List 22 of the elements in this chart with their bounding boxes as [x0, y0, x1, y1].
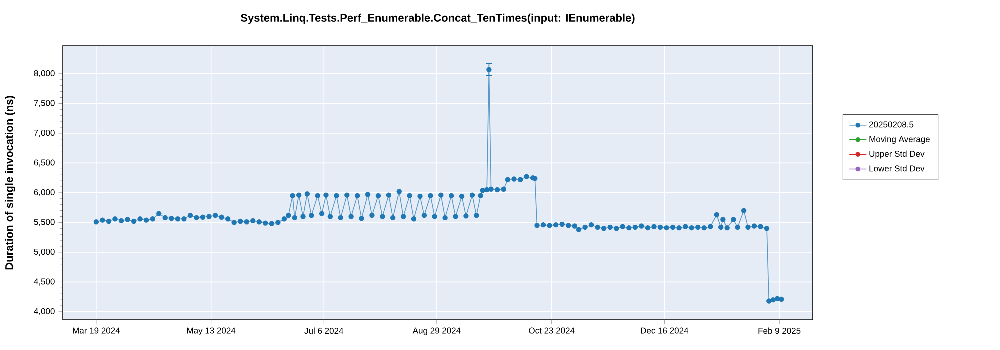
- y-axis-title: Duration of single invocation (ns): [5, 96, 16, 270]
- x-tick-label: Dec 16 2024: [641, 328, 689, 334]
- y-tick-label: 4,000: [34, 308, 55, 316]
- x-tick-label: Oct 23 2024: [529, 328, 575, 334]
- x-tick-label: Feb 9 2025: [758, 328, 801, 334]
- legend-label: Lower Std Dev: [870, 165, 925, 172]
- legend-label: 20250208.5: [869, 122, 914, 128]
- legend-label: Moving Average: [870, 136, 930, 144]
- chart-title: System.Linq.Tests.Perf_Enumerable.Concat_TenTimes(input: IEnumerable): [240, 14, 635, 24]
- y-tick-label: 8,000: [34, 70, 55, 78]
- legend-label: Upper Std Dev: [870, 150, 925, 159]
- y-tick-label: 5,000: [34, 248, 55, 256]
- y-tick-label: 6,000: [34, 189, 55, 196]
- x-tick-label: Mar 19 2024: [73, 328, 120, 334]
- y-tick-label: 7,000: [34, 130, 55, 137]
- y-tick-label: 7,500: [34, 100, 55, 108]
- y-tick-label: 6,500: [34, 160, 55, 167]
- x-tick-label: Aug 29 2024: [412, 328, 461, 336]
- x-tick-label: May 13 2024: [187, 328, 236, 336]
- y-tick-label: 5,500: [34, 219, 55, 226]
- y-tick-label: 4,500: [34, 278, 55, 286]
- x-tick-label: Jul 6 2024: [304, 328, 344, 334]
